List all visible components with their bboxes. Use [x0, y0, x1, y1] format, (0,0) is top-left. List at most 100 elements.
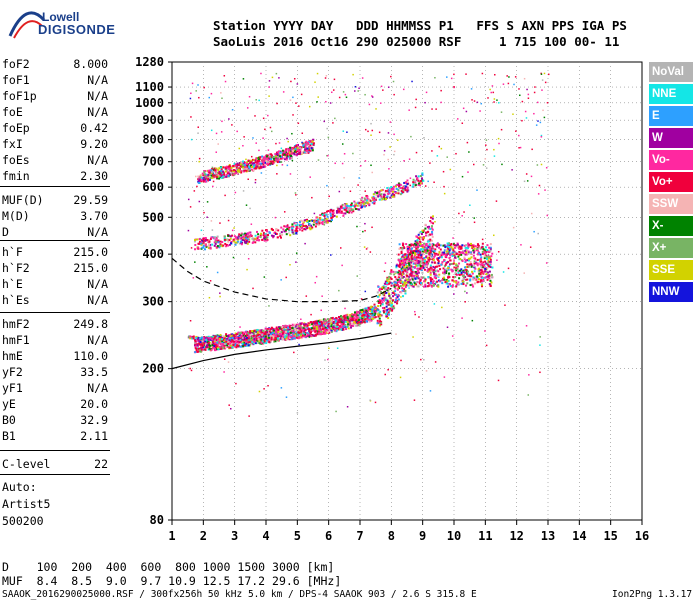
- echo-point: [242, 190, 245, 192]
- echo-point: [358, 202, 361, 205]
- echo-point: [481, 72, 484, 75]
- echo-point: [345, 314, 348, 317]
- echo-point: [476, 247, 479, 250]
- echo-point: [428, 245, 431, 248]
- param-name: foE: [2, 105, 23, 119]
- echo-point: [467, 245, 470, 248]
- echo-point: [404, 189, 407, 192]
- echo-point: [239, 234, 242, 237]
- echo-point: [386, 298, 389, 301]
- echo-point: [238, 332, 241, 335]
- echo-point: [416, 239, 419, 242]
- echo-point: [421, 265, 424, 268]
- echo-point: [295, 150, 298, 153]
- echo-point: [430, 247, 433, 250]
- echo-point: [265, 159, 268, 162]
- echo-point: [426, 249, 429, 252]
- echo-point: [448, 276, 451, 279]
- echo-point: [470, 245, 473, 248]
- echo-point: [243, 164, 246, 167]
- echo-point: [237, 164, 240, 167]
- echo-point: [200, 348, 203, 351]
- echo-point: [191, 82, 194, 85]
- echo-point: [398, 247, 401, 250]
- echo-point: [422, 261, 425, 264]
- echo-point: [397, 298, 400, 301]
- echo-point: [222, 338, 225, 341]
- echo-point: [486, 148, 488, 151]
- echo-point: [393, 273, 396, 276]
- echo-point: [389, 196, 392, 199]
- echo-point: [417, 245, 420, 248]
- echo-point: [281, 332, 284, 335]
- echo-point: [333, 327, 336, 330]
- echo-point: [287, 333, 290, 336]
- echo-point: [349, 205, 352, 208]
- echo-point: [227, 244, 230, 247]
- echo-point: [309, 140, 312, 143]
- echo-point: [457, 283, 460, 286]
- echo-point: [288, 154, 291, 157]
- echo-point: [310, 147, 313, 150]
- echo-point: [215, 151, 218, 153]
- echo-point: [308, 323, 311, 326]
- echo-point: [448, 257, 451, 260]
- echo-point: [278, 332, 281, 335]
- echo-point: [388, 275, 391, 278]
- echo-point: [225, 245, 228, 248]
- echo-point: [480, 271, 483, 274]
- echo-point: [207, 244, 210, 247]
- echo-point: [467, 243, 470, 246]
- echo-point: [292, 336, 295, 339]
- echo-point: [418, 263, 421, 266]
- echo-point: [426, 256, 429, 259]
- echo-point: [318, 322, 321, 325]
- echo-point: [257, 334, 260, 337]
- param-row-12: h`F2 215.0: [2, 260, 108, 276]
- echo-point: [366, 195, 369, 198]
- echo-point: [201, 176, 204, 179]
- echo-point: [340, 325, 343, 328]
- echo-point: [203, 338, 206, 341]
- echo-point: [423, 137, 425, 139]
- echo-point: [407, 278, 410, 281]
- echo-point: [206, 343, 209, 346]
- echo-point: [454, 275, 457, 278]
- echo-point: [364, 315, 367, 318]
- echo-point: [392, 305, 395, 308]
- echo-point: [219, 240, 222, 243]
- echo-point: [374, 310, 377, 313]
- echo-point: [403, 255, 406, 258]
- echo-point: [293, 333, 296, 336]
- echo-point: [223, 358, 226, 360]
- echo-point: [346, 324, 349, 327]
- echo-point: [396, 263, 399, 266]
- echo-point: [399, 272, 402, 275]
- echo-point: [416, 285, 419, 288]
- echo-point: [477, 262, 480, 265]
- echo-point: [374, 191, 377, 194]
- echo-point: [353, 321, 356, 324]
- echo-point: [364, 222, 366, 225]
- echo-point: [414, 313, 416, 316]
- echo-point: [214, 242, 217, 245]
- echo-point: [320, 319, 323, 322]
- echo-point: [262, 331, 265, 334]
- echo-point: [302, 222, 305, 225]
- echo-point: [354, 86, 357, 88]
- echo-point: [311, 322, 314, 325]
- echo-point: [323, 224, 326, 226]
- echo-point: [460, 268, 463, 271]
- y-tick-label: 80: [150, 513, 164, 527]
- echo-point: [308, 145, 311, 148]
- echo-point: [268, 231, 271, 234]
- y-tick-label: 1000: [135, 96, 164, 110]
- echo-point: [397, 192, 400, 195]
- echo-point: [343, 176, 345, 179]
- echo-point: [300, 334, 303, 337]
- echo-point: [364, 201, 367, 204]
- echo-point: [410, 268, 413, 271]
- x-tick-label: 1: [168, 529, 175, 543]
- echo-point: [194, 339, 197, 342]
- echo-point: [432, 215, 435, 218]
